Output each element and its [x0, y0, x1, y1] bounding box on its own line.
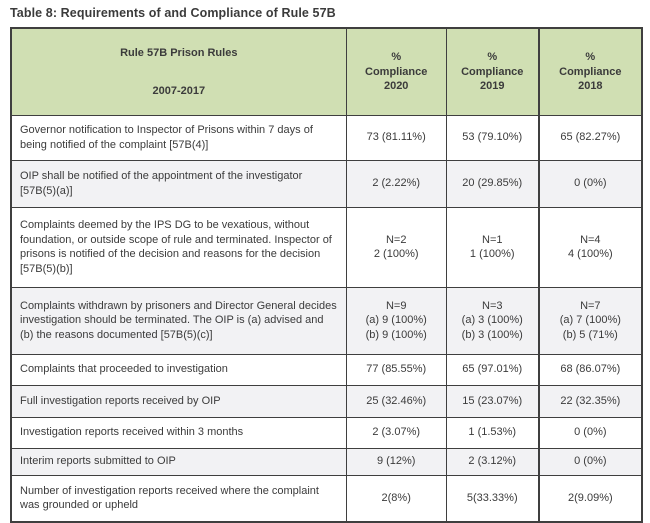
table-row: Governor notification to Inspector of Pr…: [10, 114, 643, 161]
value-cell-2019: 5(33.33%): [445, 474, 540, 523]
value-cell-2019: 53 (79.10%): [445, 114, 540, 161]
header-row: Rule 57B Prison Rules 2007-2017 % Compli…: [10, 27, 643, 116]
header-cell-2018: % Compliance 2018: [537, 27, 643, 116]
rule-description-cell: Full investigation reports received by O…: [10, 384, 347, 418]
value-cell-2018: 0 (0%): [537, 159, 643, 208]
value-cell-2020: 25 (32.46%): [345, 384, 447, 418]
compliance-table: Rule 57B Prison Rules 2007-2017 % Compli…: [10, 27, 643, 523]
header-cell-2019: % Compliance 2019: [445, 27, 540, 116]
table-row: Interim reports submitted to OIP 9 (12%)…: [10, 447, 643, 476]
value-cell-2019: 20 (29.85%): [445, 159, 540, 208]
value-cell-2018: 68 (86.07%): [537, 353, 643, 386]
rule-description-cell: Complaints deemed by the IPS DG to be ve…: [10, 206, 347, 288]
value-cell-2018: 22 (32.35%): [537, 384, 643, 418]
value-cell-2020: 2 (2.22%): [345, 159, 447, 208]
value-cell-2018: 0 (0%): [537, 447, 643, 476]
table-title: Table 8: Requirements of and Compliance …: [10, 6, 336, 20]
value-cell-2020: 2 (3.07%): [345, 416, 447, 449]
value-cell-2019: N=1 1 (100%): [445, 206, 540, 288]
value-cell-2020: 2(8%): [345, 474, 447, 523]
table-row: OIP shall be notified of the appointment…: [10, 159, 643, 208]
value-cell-2019: 15 (23.07%): [445, 384, 540, 418]
rule-description-cell: Governor notification to Inspector of Pr…: [10, 114, 347, 161]
value-cell-2018: 0 (0%): [537, 416, 643, 449]
rule-description-cell: Interim reports submitted to OIP: [10, 447, 347, 476]
value-cell-2020: N=9 (a) 9 (100%) (b) 9 (100%): [345, 286, 447, 355]
value-cell-2019: 65 (97.01%): [445, 353, 540, 386]
rule-description-cell: OIP shall be notified of the appointment…: [10, 159, 347, 208]
table-row: Investigation reports received within 3 …: [10, 416, 643, 449]
header-rules-title: Rule 57B Prison Rules: [120, 46, 238, 59]
header-cell-rules: Rule 57B Prison Rules 2007-2017: [10, 27, 347, 116]
value-cell-2020: 73 (81.11%): [345, 114, 447, 161]
value-cell-2018: 2(9.09%): [537, 474, 643, 523]
value-cell-2018: N=7 (a) 7 (100%) (b) 5 (71%): [537, 286, 643, 355]
value-cell-2020: 9 (12%): [345, 447, 447, 476]
table-row: Complaints withdrawn by prisoners and Di…: [10, 286, 643, 355]
table-row: Complaints that proceeded to investigati…: [10, 353, 643, 386]
value-cell-2018: N=4 4 (100%): [537, 206, 643, 288]
table-row: Complaints deemed by the IPS DG to be ve…: [10, 206, 643, 288]
rule-description-cell: Complaints that proceeded to investigati…: [10, 353, 347, 386]
rule-description-cell: Investigation reports received within 3 …: [10, 416, 347, 449]
table-row: Number of investigation reports received…: [10, 474, 643, 523]
table-row: Full investigation reports received by O…: [10, 384, 643, 418]
value-cell-2019: 1 (1.53%): [445, 416, 540, 449]
value-cell-2019: 2 (3.12%): [445, 447, 540, 476]
header-cell-2020: % Compliance 2020: [345, 27, 447, 116]
value-cell-2018: 65 (82.27%): [537, 114, 643, 161]
rule-description-cell: Complaints withdrawn by prisoners and Di…: [10, 286, 347, 355]
value-cell-2019: N=3 (a) 3 (100%) (b) 3 (100%): [445, 286, 540, 355]
rule-description-cell: Number of investigation reports received…: [10, 474, 347, 523]
value-cell-2020: N=2 2 (100%): [345, 206, 447, 288]
header-rules-period: 2007-2017: [152, 84, 206, 97]
value-cell-2020: 77 (85.55%): [345, 353, 447, 386]
